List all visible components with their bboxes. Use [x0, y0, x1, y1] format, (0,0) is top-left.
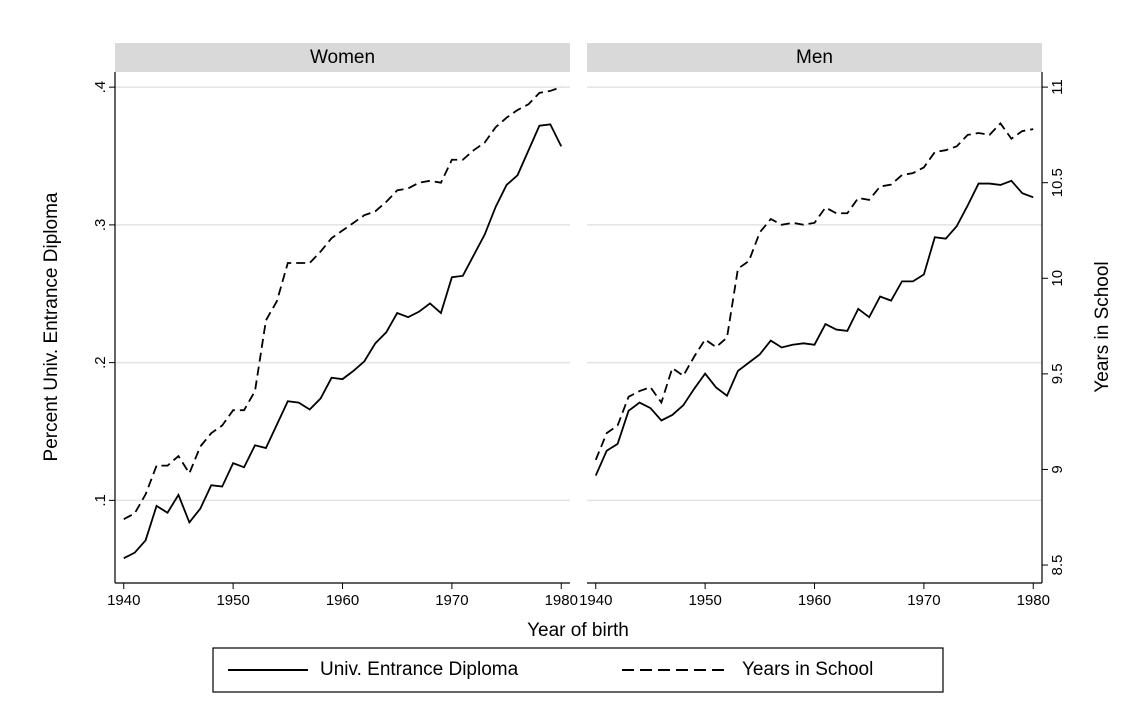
x-tick-label: 1980: [1017, 592, 1050, 609]
y-tick-label: .2: [92, 356, 109, 369]
x-tick-label: 1970: [907, 592, 940, 609]
panel-header: [587, 43, 1042, 72]
panel-title: Men: [796, 47, 833, 68]
y2-tick-label: 9.5: [1049, 363, 1066, 384]
x-tick-label: 1970: [435, 592, 468, 609]
x-tick-label: 1960: [326, 592, 359, 609]
series-line: [594, 122, 1034, 461]
y2-axis-label: Years in School: [1092, 261, 1113, 392]
y-tick-label: .1: [92, 494, 109, 507]
y2-tick-label: 10: [1049, 270, 1066, 287]
panel-header: [115, 43, 570, 72]
y-tick-label: .4: [92, 81, 109, 94]
x-tick-label: 1950: [688, 592, 721, 609]
legend-box: [212, 647, 944, 693]
legend-label: Univ. Entrance Diploma: [320, 659, 519, 680]
y2-tick-label: 9: [1049, 465, 1066, 473]
x-tick-label: 1980: [545, 592, 578, 609]
series-line: [594, 179, 1034, 476]
x-tick-label: 1940: [579, 592, 612, 609]
y2-tick-label: 10.5: [1049, 168, 1066, 197]
panel-title: Women: [310, 47, 375, 68]
x-tick-label: 1960: [798, 592, 831, 609]
x-tick-label: 1950: [216, 592, 249, 609]
y2-tick-label: 11: [1049, 79, 1066, 95]
legend-label: Years in School: [742, 659, 873, 680]
y-axis-label: Percent Univ. Entrance Diploma: [41, 192, 62, 461]
series-line: [123, 86, 562, 520]
series-line: [123, 123, 563, 560]
x-axis-label: Year of birth: [527, 620, 629, 641]
y2-tick-label: 8.5: [1049, 555, 1066, 576]
x-tick-label: 1940: [107, 592, 140, 609]
y-tick-label: .3: [92, 219, 109, 232]
